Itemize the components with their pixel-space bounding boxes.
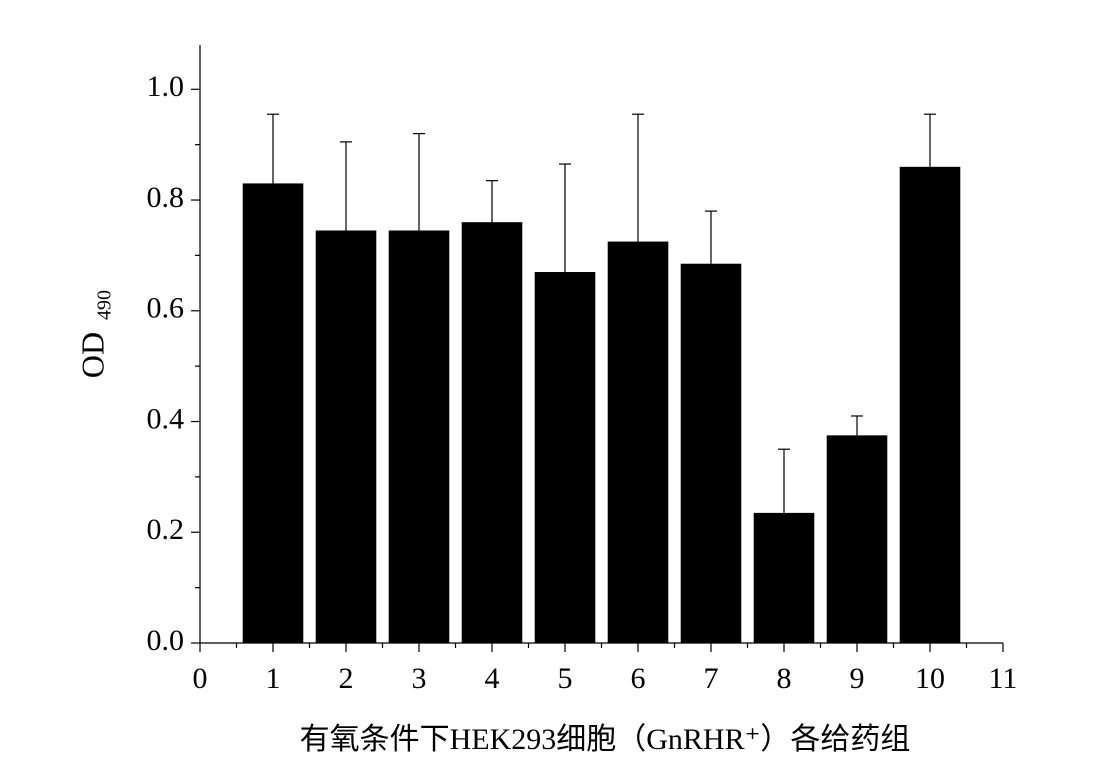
x-tick-label: 7 <box>704 662 719 695</box>
y-tick-label: 0.6 <box>147 292 185 325</box>
y-tick-label: 0.8 <box>147 181 185 214</box>
bar <box>826 435 888 643</box>
x-tick-label: 0 <box>193 662 208 695</box>
bar <box>315 230 377 644</box>
y-tick-label: 1.0 <box>147 70 185 103</box>
x-tick-label: 6 <box>631 662 646 695</box>
y-tick-label: 0.2 <box>147 513 185 546</box>
x-tick-label: 4 <box>485 662 500 695</box>
bar <box>899 166 961 643</box>
x-tick-label: 1 <box>266 662 281 695</box>
bar <box>753 512 815 643</box>
x-tick-label: 5 <box>558 662 573 695</box>
bar <box>388 230 450 644</box>
x-tick-label: 11 <box>989 662 1018 695</box>
x-axis-label: 有氧条件下HEK293细胞（GnRHR⁺）各给药组 <box>300 723 911 756</box>
bar <box>534 272 596 643</box>
bar <box>242 183 304 644</box>
bar <box>680 263 742 643</box>
x-tick-label: 2 <box>339 662 354 695</box>
y-axis-label-subscript: 490 <box>94 290 116 320</box>
x-tick-label: 9 <box>850 662 865 695</box>
y-axis-label: OD <box>74 332 110 378</box>
y-axis-label-group: OD 490 <box>74 290 115 378</box>
x-tick-label: 10 <box>915 662 945 695</box>
y-tick-label: 0.4 <box>147 402 185 435</box>
bar <box>607 241 669 643</box>
bar <box>461 222 523 643</box>
x-tick-label: 3 <box>412 662 427 695</box>
y-tick-label: 0.0 <box>147 624 185 657</box>
x-tick-label: 8 <box>777 662 792 695</box>
